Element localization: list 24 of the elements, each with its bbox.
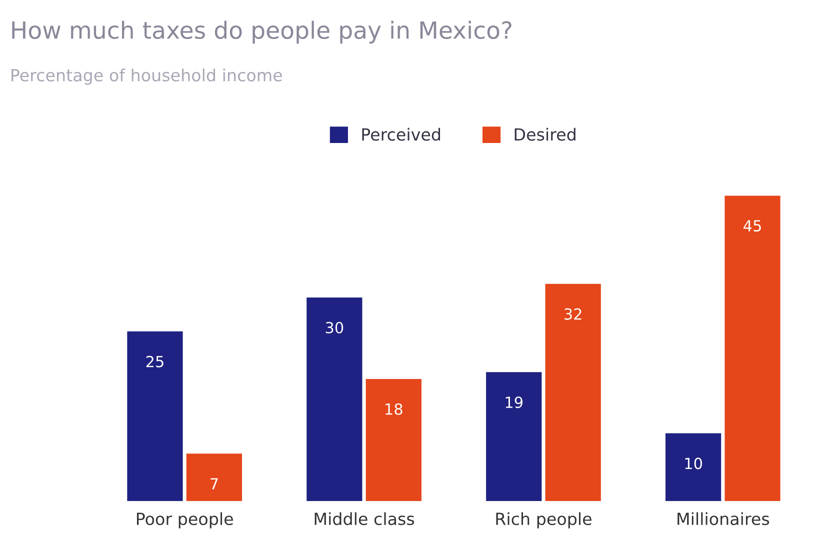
data-label: 10	[685, 458, 702, 470]
chart-subtitle: Percentage of household income	[12, 68, 282, 85]
data-label: 19	[506, 396, 523, 408]
legend-label: Desired	[514, 128, 576, 141]
data-label: 18	[386, 403, 402, 415]
data-label: 32	[564, 308, 582, 320]
data-label: 25	[146, 356, 164, 368]
bar	[366, 378, 422, 502]
bar	[545, 284, 601, 502]
x-tick-label: Poor people	[136, 512, 233, 528]
chart-title: How much taxes do people pay in Mexico?	[12, 20, 512, 44]
bar	[127, 331, 183, 502]
data-label: 30	[326, 322, 344, 334]
data-label: 45	[744, 220, 761, 232]
x-tick-label: Rich people	[496, 512, 592, 528]
x-tick-label: Middle class	[314, 512, 414, 526]
bar	[724, 196, 780, 502]
bar	[186, 454, 242, 502]
x-tick-label: Millionaires	[678, 512, 770, 526]
bar	[665, 433, 722, 502]
bar	[486, 372, 542, 502]
bar	[306, 297, 362, 502]
legend-label: Perceived	[362, 128, 440, 141]
data-label: 7	[210, 478, 218, 490]
